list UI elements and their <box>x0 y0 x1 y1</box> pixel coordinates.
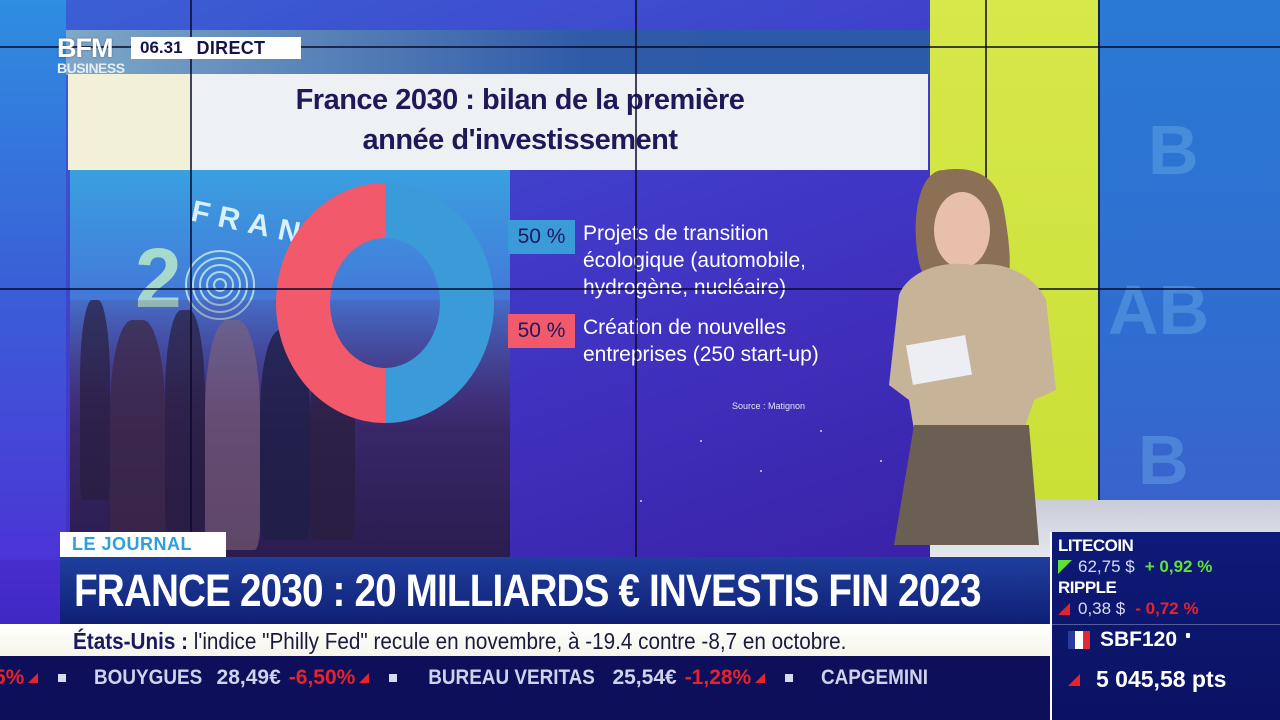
screen-seam <box>0 288 1280 290</box>
clock-time: 06.31 <box>140 38 183 57</box>
ticker-separator <box>785 674 794 682</box>
legend-label-line: entreprises (250 start-up) <box>583 343 819 366</box>
background-glyph: B <box>1138 421 1189 499</box>
graphic-title-line1: France 2030 : bilan de la première <box>295 84 745 116</box>
legend-badge: 50 % <box>508 220 575 254</box>
graphic-title-panel <box>68 74 928 170</box>
headline-bar <box>60 557 1050 624</box>
crypto-price: 0,38 $ <box>1078 599 1126 618</box>
arrow-down-icon <box>1068 673 1080 686</box>
market-panel: LITECOIN 62,75 $ + 0,92 % RIPPLE 0,38 $ … <box>1050 532 1280 720</box>
ticker-change: -1,28% <box>684 666 752 689</box>
logo-bfm: BFM <box>57 33 113 63</box>
index-header: SBF120 <box>1068 628 1191 652</box>
news-crawl-bar <box>0 624 1050 656</box>
crypto-price: 62,75 $ <box>1078 557 1135 576</box>
legend-label: Projets de transition écologique (automo… <box>583 220 806 301</box>
news-crawl: États-Unis : l'indice "Philly Fed" recul… <box>73 626 846 656</box>
clock-live-box: 06.31 DIRECT <box>131 37 301 59</box>
sparkle <box>820 430 822 432</box>
legend-item-startups: 50 % Création de nouvelles entreprises (… <box>508 314 819 368</box>
headline: FRANCE 2030 : 20 MILLIARDS € INVESTIS FI… <box>74 565 982 616</box>
donut-segment-transition <box>385 183 494 423</box>
ticker-change: -6,50% <box>288 666 356 689</box>
crypto-name: RIPPLE <box>1058 578 1117 597</box>
ticker-name: BUREAU VERITAS <box>428 666 596 689</box>
arrow-down-icon <box>755 673 766 683</box>
studio-wall-blue: B AB B <box>1098 0 1280 520</box>
crypto-change: + 0,92 % <box>1144 557 1213 576</box>
graphic-title: France 2030 : bilan de la première année… <box>190 80 850 160</box>
presenter-notes <box>905 335 973 385</box>
market-divider <box>1052 624 1280 625</box>
channel-logo: BFM BUSINESS <box>57 33 129 77</box>
program-tag: LE JOURNAL <box>60 532 226 557</box>
crypto-quote: 0,38 $ - 0,72 % <box>1058 599 1199 619</box>
logo-business: BUSINESS <box>57 60 125 76</box>
legend-label-line: écologique (automobile, <box>583 249 806 272</box>
screen-seam <box>190 0 192 560</box>
crypto-litecoin: LITECOIN 62,75 $ + 0,92 % <box>1058 536 1212 577</box>
legend-label-line: hydrogène, nucléaire) <box>583 276 787 299</box>
studio-wall-left <box>0 0 70 560</box>
screen-seam <box>635 0 637 560</box>
screen-seam <box>1098 0 1100 500</box>
news-crawl-lead: États-Unis : <box>73 628 189 654</box>
audience-person <box>165 310 205 530</box>
legend-label-line: Création de nouvelles <box>583 316 787 339</box>
arrow-down-icon <box>1058 603 1070 615</box>
crypto-name: LITECOIN <box>1058 536 1134 555</box>
legend-label-line: Projets de transition <box>583 222 769 245</box>
donut-chart <box>276 183 494 423</box>
ticker-change: 5% <box>0 666 25 689</box>
crypto-change: - 0,72 % <box>1135 599 1199 618</box>
legend-badge: 50 % <box>508 314 575 348</box>
sparkle <box>640 500 642 502</box>
legend-item-transition: 50 % Projets de transition écologique (a… <box>508 220 806 301</box>
ticker-separator <box>58 674 67 682</box>
sparkle <box>700 440 702 442</box>
index-name: SBF120 <box>1100 628 1178 651</box>
ticker-price: 28,49€ <box>216 666 281 689</box>
background-glyph: B <box>1148 111 1199 189</box>
audience-person <box>205 320 260 550</box>
ticker-row: 5% BOUYGUES 28,49€ -6,50% BUREAU VERITAS… <box>0 664 942 692</box>
ticker-price: 25,54€ <box>612 666 677 689</box>
crypto-ripple: RIPPLE 0,38 $ - 0,72 % <box>1058 578 1199 619</box>
background-glyph: AB <box>1108 271 1210 349</box>
arrow-down-icon <box>359 673 370 683</box>
index-value: 5 045,58 pts <box>1096 666 1227 692</box>
stock-ticker: 5% BOUYGUES 28,49€ -6,50% BUREAU VERITAS… <box>0 656 1050 720</box>
audience-person <box>110 320 165 550</box>
legend-label: Création de nouvelles entreprises (250 s… <box>583 314 819 368</box>
sparkle <box>880 460 882 462</box>
chart-source: Source : Matignon <box>732 401 806 411</box>
ticker-separator <box>389 674 398 682</box>
france-flag-icon <box>1068 631 1090 649</box>
presenter <box>889 169 1056 545</box>
screen-seam <box>0 46 1280 48</box>
news-crawl-body: l'indice "Philly Fed" recule en novembre… <box>188 628 847 654</box>
arrow-up-icon <box>1058 560 1072 574</box>
crypto-quote: 62,75 $ + 0,92 % <box>1058 557 1212 577</box>
audience-person <box>80 300 110 500</box>
graphic-title-line2: année d'investissement <box>362 124 678 156</box>
live-label: DIRECT <box>196 37 266 58</box>
index-indicator-icon <box>1186 632 1191 638</box>
arrow-down-icon <box>28 673 39 683</box>
donut-segment-startups <box>276 183 385 423</box>
ticker-name: BOUYGUES <box>94 666 203 689</box>
sparkle <box>760 470 762 472</box>
ticker-name: CAPGEMINI <box>821 666 929 689</box>
index-value-row: 5 045,58 pts <box>1068 666 1226 693</box>
graphic-title-accent <box>68 74 190 170</box>
